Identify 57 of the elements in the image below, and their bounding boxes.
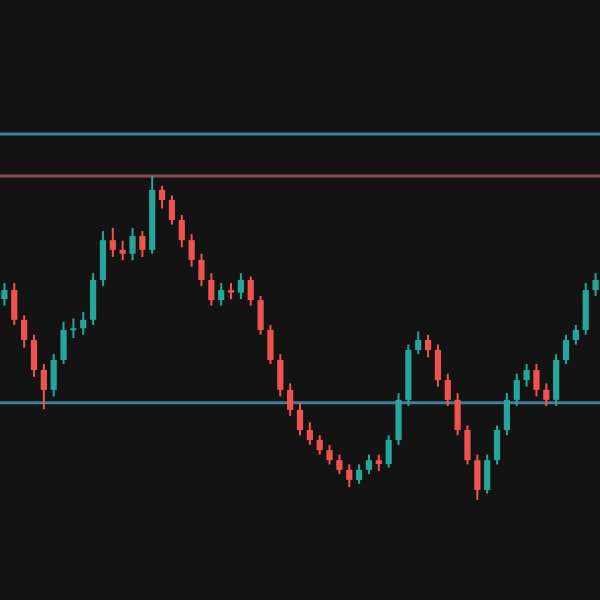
candlestick xyxy=(247,275,254,307)
candlestick xyxy=(454,392,461,437)
candlestick xyxy=(484,453,491,495)
candlestick xyxy=(582,281,589,336)
candlestick xyxy=(208,272,215,307)
candlestick xyxy=(158,184,166,210)
candlestick xyxy=(415,330,422,356)
candlestick xyxy=(1,281,8,307)
candlestick xyxy=(434,343,442,388)
candlestick xyxy=(99,230,107,288)
candlestick xyxy=(168,194,176,226)
candlestick xyxy=(119,239,126,262)
candlestick xyxy=(287,382,294,417)
candlestick xyxy=(326,443,333,466)
candlestick xyxy=(503,392,510,437)
candlestick xyxy=(188,233,195,268)
candlestick xyxy=(80,311,87,336)
candlestick xyxy=(543,382,550,408)
candlestick xyxy=(50,353,57,398)
candlestick xyxy=(178,213,185,249)
candlestick xyxy=(533,362,540,398)
candlestick xyxy=(237,272,244,301)
candlestick xyxy=(30,333,38,378)
candlestick xyxy=(424,333,432,359)
candlestick xyxy=(316,434,323,456)
candlestick xyxy=(218,281,225,307)
candlestick xyxy=(11,281,18,327)
candlestick xyxy=(513,372,520,408)
candlestick xyxy=(523,362,530,388)
candlestick xyxy=(277,353,284,398)
candlestick xyxy=(198,252,205,288)
candlestick xyxy=(346,463,353,489)
candlestick xyxy=(562,333,570,365)
candlestick xyxy=(60,320,67,365)
candlestick xyxy=(296,401,304,437)
candlestick xyxy=(385,434,392,469)
candlestick xyxy=(356,463,363,485)
candlestick xyxy=(572,324,579,346)
candlestick xyxy=(474,453,481,501)
candlestick xyxy=(306,421,313,446)
candlestick xyxy=(365,453,373,476)
candlestick xyxy=(40,362,47,411)
candlestick xyxy=(109,226,116,258)
candlestick xyxy=(139,230,146,258)
candlestick xyxy=(553,353,560,408)
candlestick xyxy=(444,372,451,408)
candlestick xyxy=(267,324,274,365)
candlestick xyxy=(592,272,599,297)
candlestick xyxy=(464,424,471,466)
candlestick xyxy=(257,294,264,336)
candlestick xyxy=(493,424,501,466)
candlestick xyxy=(70,317,77,339)
candlestick xyxy=(395,392,402,446)
candlestick xyxy=(336,453,343,476)
candlestick xyxy=(90,272,97,327)
candlestick xyxy=(129,226,136,262)
candlestick xyxy=(21,314,28,349)
